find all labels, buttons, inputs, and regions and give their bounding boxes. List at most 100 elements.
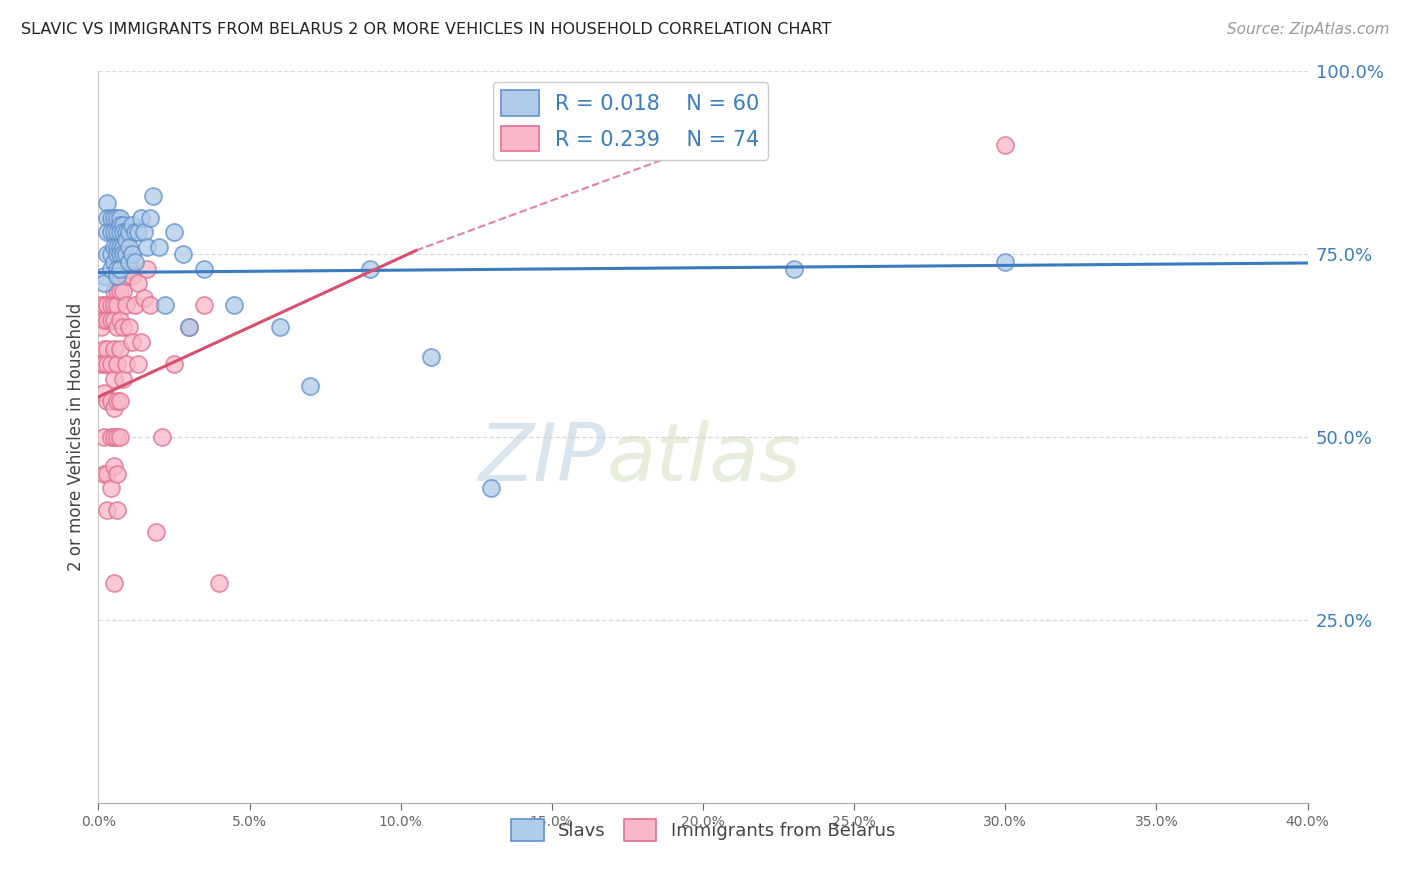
Point bbox=[96, 225, 118, 239]
Point bbox=[90, 306, 112, 320]
Point bbox=[100, 261, 122, 276]
Point bbox=[121, 247, 143, 261]
Point bbox=[103, 371, 125, 385]
Point bbox=[139, 298, 162, 312]
Point bbox=[692, 115, 714, 129]
Point bbox=[103, 284, 125, 298]
Point bbox=[96, 343, 118, 357]
Text: ZIP: ZIP bbox=[479, 420, 606, 498]
Point bbox=[114, 357, 136, 371]
Point bbox=[93, 277, 115, 291]
Point bbox=[108, 218, 131, 232]
Point bbox=[103, 576, 125, 591]
Point bbox=[103, 240, 125, 254]
Point bbox=[105, 269, 128, 284]
Point bbox=[994, 137, 1017, 152]
Point bbox=[100, 393, 122, 408]
Point bbox=[93, 386, 115, 401]
Point bbox=[105, 430, 128, 444]
Point bbox=[105, 393, 128, 408]
Point bbox=[105, 240, 128, 254]
Point bbox=[103, 401, 125, 415]
Point bbox=[135, 240, 157, 254]
Point bbox=[108, 343, 131, 357]
Point bbox=[93, 298, 115, 312]
Point bbox=[179, 320, 201, 334]
Point bbox=[96, 247, 118, 261]
Point bbox=[103, 225, 125, 239]
Point bbox=[145, 525, 167, 540]
Point bbox=[127, 357, 149, 371]
Point bbox=[105, 247, 128, 261]
Point bbox=[96, 503, 118, 517]
Point bbox=[105, 211, 128, 225]
Point bbox=[172, 247, 194, 261]
Point bbox=[108, 430, 131, 444]
Point bbox=[96, 211, 118, 225]
Point bbox=[105, 467, 128, 481]
Point bbox=[111, 284, 134, 298]
Point bbox=[96, 313, 118, 327]
Point bbox=[108, 247, 131, 261]
Point bbox=[135, 261, 157, 276]
Point bbox=[163, 225, 186, 239]
Point bbox=[103, 459, 125, 474]
Point bbox=[90, 298, 112, 312]
Point bbox=[121, 218, 143, 232]
Point bbox=[129, 211, 152, 225]
Point bbox=[118, 261, 141, 276]
Point bbox=[90, 357, 112, 371]
Point bbox=[93, 467, 115, 481]
Point bbox=[111, 247, 134, 261]
Point bbox=[118, 240, 141, 254]
Point bbox=[114, 298, 136, 312]
Point bbox=[142, 188, 165, 202]
Point bbox=[111, 225, 134, 239]
Point bbox=[90, 320, 112, 334]
Point bbox=[100, 225, 122, 239]
Point bbox=[93, 357, 115, 371]
Point bbox=[100, 298, 122, 312]
Point bbox=[114, 269, 136, 284]
Point bbox=[121, 334, 143, 349]
Point bbox=[111, 240, 134, 254]
Point bbox=[108, 225, 131, 239]
Point bbox=[105, 357, 128, 371]
Point bbox=[108, 240, 131, 254]
Text: SLAVIC VS IMMIGRANTS FROM BELARUS 2 OR MORE VEHICLES IN HOUSEHOLD CORRELATION CH: SLAVIC VS IMMIGRANTS FROM BELARUS 2 OR M… bbox=[21, 22, 831, 37]
Point bbox=[105, 503, 128, 517]
Point bbox=[481, 481, 503, 495]
Point bbox=[150, 430, 173, 444]
Point bbox=[111, 218, 134, 232]
Point bbox=[105, 320, 128, 334]
Point bbox=[96, 357, 118, 371]
Point bbox=[208, 576, 231, 591]
Point bbox=[783, 261, 806, 276]
Point bbox=[103, 211, 125, 225]
Point bbox=[114, 233, 136, 247]
Text: Source: ZipAtlas.com: Source: ZipAtlas.com bbox=[1226, 22, 1389, 37]
Point bbox=[139, 211, 162, 225]
Point bbox=[121, 269, 143, 284]
Y-axis label: 2 or more Vehicles in Household: 2 or more Vehicles in Household bbox=[66, 303, 84, 571]
Point bbox=[108, 211, 131, 225]
Point bbox=[108, 284, 131, 298]
Point bbox=[994, 254, 1017, 268]
Point bbox=[100, 481, 122, 495]
Point bbox=[100, 357, 122, 371]
Point bbox=[114, 247, 136, 261]
Point bbox=[105, 225, 128, 239]
Point bbox=[420, 350, 443, 364]
Point bbox=[132, 225, 155, 239]
Point bbox=[108, 393, 131, 408]
Point bbox=[148, 240, 170, 254]
Point bbox=[111, 261, 134, 276]
Point bbox=[103, 298, 125, 312]
Point bbox=[96, 393, 118, 408]
Point bbox=[224, 298, 246, 312]
Point bbox=[124, 254, 146, 268]
Point bbox=[127, 277, 149, 291]
Point bbox=[127, 225, 149, 239]
Point bbox=[124, 225, 146, 239]
Point bbox=[105, 284, 128, 298]
